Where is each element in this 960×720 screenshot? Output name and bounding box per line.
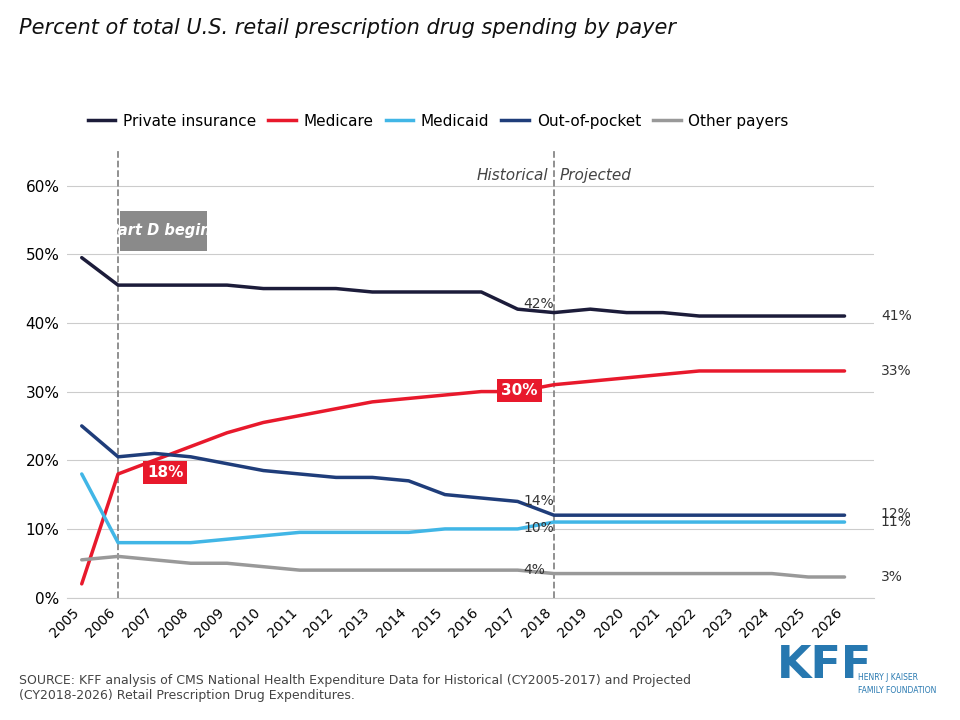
Text: Projected: Projected [560,168,632,183]
Text: 30%: 30% [501,383,538,397]
Text: KFF: KFF [777,644,872,688]
Text: 12%: 12% [881,507,912,521]
Text: Percent of total U.S. retail prescription drug spending by payer: Percent of total U.S. retail prescriptio… [19,18,676,38]
Text: HENRY J KAISER
FAMILY FOUNDATION: HENRY J KAISER FAMILY FOUNDATION [858,673,936,695]
Text: 3%: 3% [881,570,902,584]
FancyBboxPatch shape [120,211,207,251]
Text: SOURCE: KFF analysis of CMS National Health Expenditure Data for Historical (CY2: SOURCE: KFF analysis of CMS National Hea… [19,674,691,702]
Text: 41%: 41% [881,309,912,323]
Text: 33%: 33% [881,364,911,378]
Text: 4%: 4% [523,563,545,577]
Text: 42%: 42% [523,297,554,310]
Text: 14%: 14% [523,495,554,508]
Text: Historical: Historical [477,168,548,183]
Text: 11%: 11% [881,515,912,529]
Legend: Private insurance, Medicare, Medicaid, Out-of-pocket, Other payers: Private insurance, Medicare, Medicaid, O… [82,107,795,135]
Text: 18%: 18% [147,465,183,480]
Text: 10%: 10% [523,521,554,534]
Text: Part D begins: Part D begins [108,223,219,238]
